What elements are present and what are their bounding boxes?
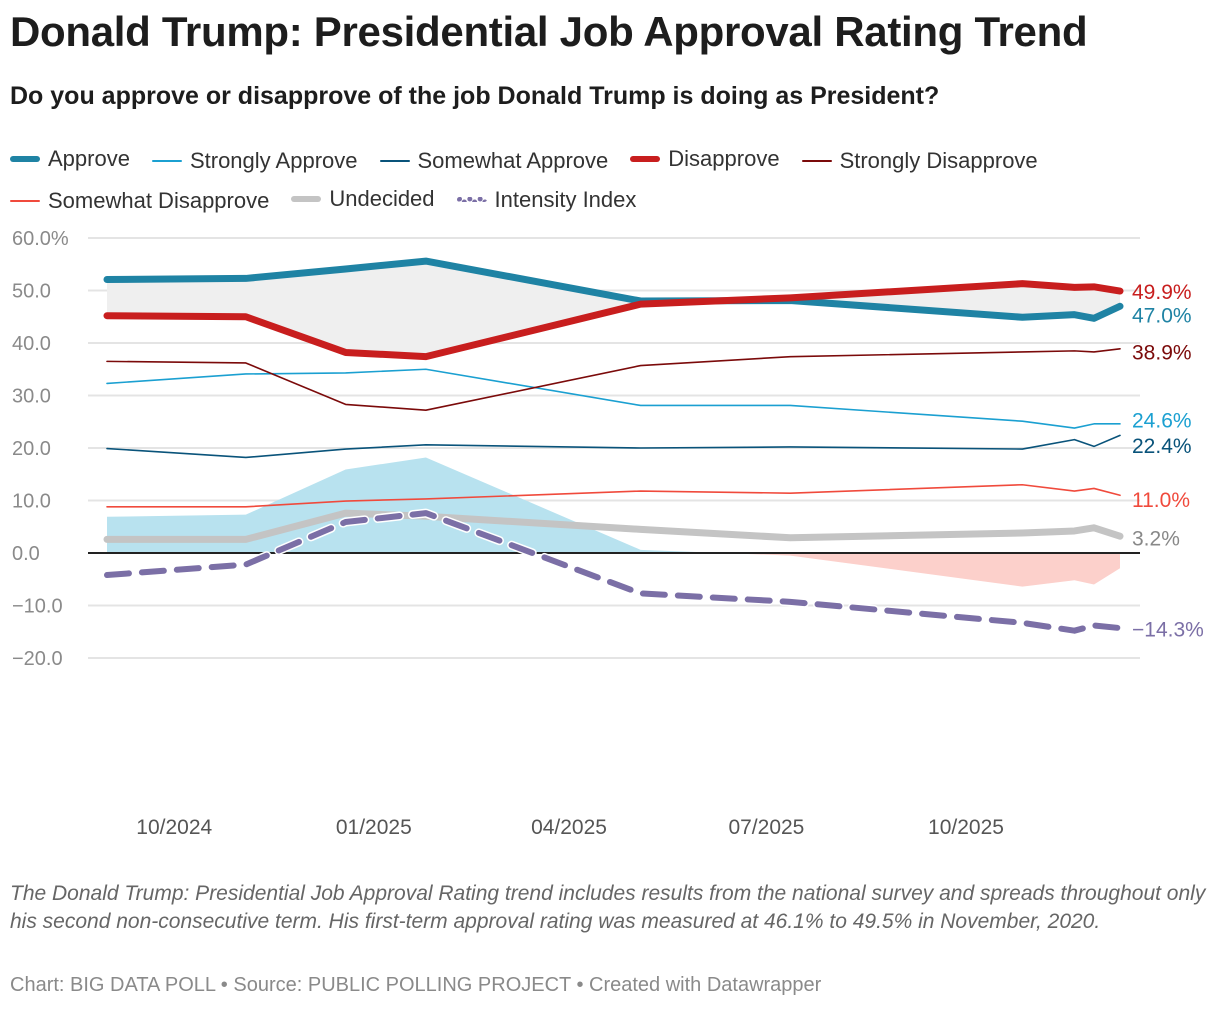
plot-area: 60.0% 50.0 40.0 30.0 20.0 10.0 0.0 −10.0 −20.0 10…: [12, 228, 1204, 839]
legend-swatch: [456, 197, 487, 202]
legend-item-somewhat-approve: Somewhat Approve: [379, 144, 609, 178]
legend-swatch: [151, 160, 182, 162]
legend-item-approve: Approve: [10, 142, 130, 176]
end-label-strongly-approve: 24.6%: [1132, 410, 1192, 433]
legend-item-strongly-disapprove: Strongly Disapprove: [801, 144, 1038, 178]
end-label-intensity-index: −14.3%: [1132, 619, 1204, 642]
y-tick-label: 50.0: [12, 281, 51, 303]
legend-label: Undecided: [329, 186, 435, 211]
chart-subtitle: Do you approve or disapprove of the job …: [10, 82, 940, 110]
legend-swatch: [10, 200, 40, 202]
net-negative-area: [107, 553, 1120, 587]
legend-label: Strongly Approve: [189, 148, 358, 173]
end-label-approve: 47.0%: [1132, 305, 1192, 328]
y-tick-label: −20.0: [12, 648, 63, 670]
legend-label: Somewhat Disapprove: [48, 188, 270, 213]
y-tick-label: 10.0: [12, 491, 51, 513]
legend-item-somewhat-disapprove: Somewhat Disapprove: [10, 184, 269, 218]
legend-label: Somewhat Approve: [417, 148, 609, 173]
y-tick-label: 40.0: [12, 333, 51, 355]
net-positive-area: [107, 457, 1120, 553]
series-line-intensity-index: [104, 510, 1123, 634]
y-tick-label: −10.0: [12, 596, 63, 618]
legend-item-strongly-approve: Strongly Approve: [151, 144, 358, 178]
series-line-somewhat-disapprove: [106, 483, 1121, 508]
series-line-somewhat-approve: [106, 434, 1121, 459]
legend-swatch: [291, 196, 322, 202]
series-line-strongly-disapprove: [106, 347, 1121, 411]
legend-swatch: [379, 160, 410, 162]
chart-note: The Donald Trump: Presidential Job Appro…: [10, 882, 1206, 933]
legend-swatch: [10, 156, 40, 162]
end-label-somewhat-approve: 22.4%: [1132, 435, 1192, 458]
series-line-undecided: [103, 509, 1124, 543]
series-line-strongly-approve: [106, 368, 1121, 429]
legend-item-undecided: Undecided: [291, 182, 435, 216]
legend-label: Approve: [48, 146, 130, 171]
legend-swatch: [801, 160, 832, 162]
y-tick-label: 60.0%: [12, 228, 69, 250]
x-tick-label: 10/2025: [928, 816, 1004, 839]
x-tick-label: 01/2025: [336, 816, 412, 839]
x-tick-label: 07/2025: [728, 816, 804, 839]
legend: Approve Strongly Approve Somewhat Approve D…: [10, 138, 1190, 218]
x-tick-label: 04/2025: [531, 816, 607, 839]
series-line-disapprove: [103, 280, 1124, 361]
legend-label: Intensity Index: [494, 186, 637, 212]
legend-label: Disapprove: [668, 146, 780, 171]
end-label-undecided: 3.2%: [1132, 527, 1180, 550]
end-label-strongly-disapprove: 38.9%: [1132, 341, 1192, 364]
end-label-disapprove: 49.9%: [1132, 281, 1192, 304]
legend-item-intensity-index: Intensity Index: [456, 183, 637, 217]
y-tick-label: 20.0: [12, 438, 51, 460]
legend-label: Strongly Disapprove: [839, 148, 1038, 173]
y-tick-label: 30.0: [12, 386, 51, 408]
x-tick-label: 10/2024: [136, 816, 212, 839]
y-tick-label: 0.0: [12, 543, 40, 565]
legend-swatch: [630, 156, 661, 162]
chart-title: Donald Trump: Presidential Job Approval …: [10, 8, 1088, 55]
legend-item-disapprove: Disapprove: [630, 142, 780, 176]
end-label-somewhat-disapprove: 11.0%: [1132, 489, 1190, 512]
chart-credit: Chart: BIG DATA POLL • Source: PUBLIC PO…: [10, 974, 822, 996]
